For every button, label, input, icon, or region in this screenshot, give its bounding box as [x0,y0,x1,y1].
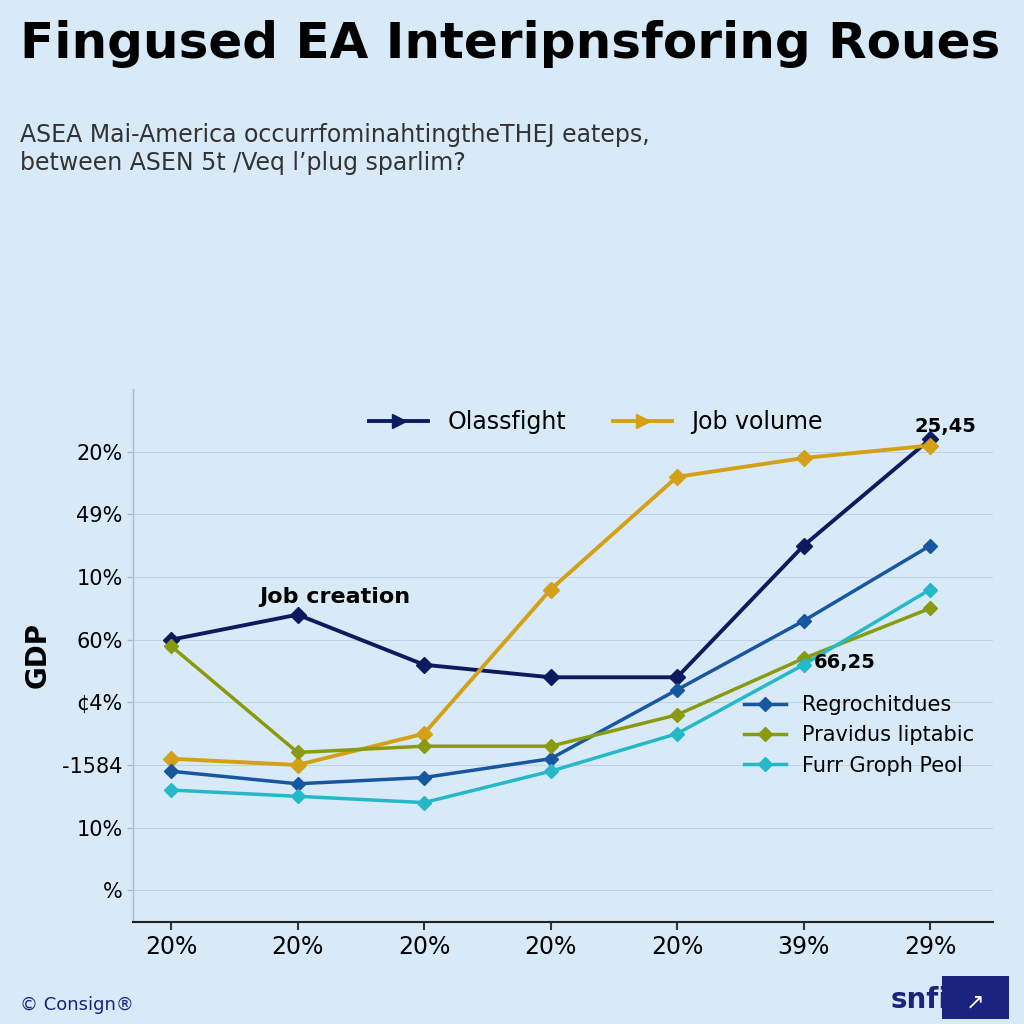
Text: 25,45: 25,45 [914,417,977,436]
Text: ↗: ↗ [966,992,984,1013]
Pravidus liptabic [671,709,683,721]
Regrochitdues [924,540,936,552]
Text: snfitlar: snfitlar [891,986,1005,1014]
Line: Olassfight: Olassfight [166,434,936,683]
Line: Job volume: Job volume [166,440,936,770]
Furr Groph Peol [671,727,683,739]
Text: Fingused EA Interipnsforing Roues: Fingused EA Interipnsforing Roues [20,20,1000,69]
Text: Job creation: Job creation [260,588,411,607]
Line: Furr Groph Peol: Furr Groph Peol [166,585,935,808]
Furr Groph Peol [165,784,177,797]
Text: ASEA Mai-America occurrfominahtingtheTHEJ eateps,
between ASEN 5t /Veq l’plug sp: ASEA Mai-America occurrfominahtingtheTHE… [20,123,650,175]
Job volume [798,452,810,464]
Pravidus liptabic [545,740,557,753]
Job volume [418,727,430,739]
Legend: Regrochitdues, Pravidus liptabic, Furr Groph Peol: Regrochitdues, Pravidus liptabic, Furr G… [735,686,983,784]
Job volume [292,759,304,771]
Regrochitdues [798,614,810,627]
Olassfight [924,433,936,445]
Furr Groph Peol [545,765,557,777]
Olassfight [671,671,683,683]
Pravidus liptabic [924,602,936,614]
Furr Groph Peol [292,791,304,803]
Y-axis label: GDP: GDP [24,623,51,688]
Olassfight [798,540,810,552]
Text: © Consign®: © Consign® [20,995,134,1014]
Olassfight [292,608,304,621]
Olassfight [418,658,430,671]
Furr Groph Peol [418,797,430,809]
Line: Regrochitdues: Regrochitdues [166,541,935,788]
Pravidus liptabic [418,740,430,753]
Furr Groph Peol [924,584,936,596]
Regrochitdues [418,771,430,783]
Regrochitdues [545,753,557,765]
Job volume [671,471,683,483]
Job volume [545,584,557,596]
Olassfight [545,671,557,683]
Regrochitdues [292,777,304,790]
Furr Groph Peol [798,658,810,671]
Job volume [165,753,177,765]
Line: Pravidus liptabic: Pravidus liptabic [166,603,935,758]
Olassfight [165,634,177,646]
Pravidus liptabic [798,652,810,665]
Text: 66,25: 66,25 [814,653,876,672]
Pravidus liptabic [292,746,304,759]
Job volume [924,439,936,452]
Regrochitdues [165,765,177,777]
Pravidus liptabic [165,640,177,652]
Regrochitdues [671,684,683,696]
